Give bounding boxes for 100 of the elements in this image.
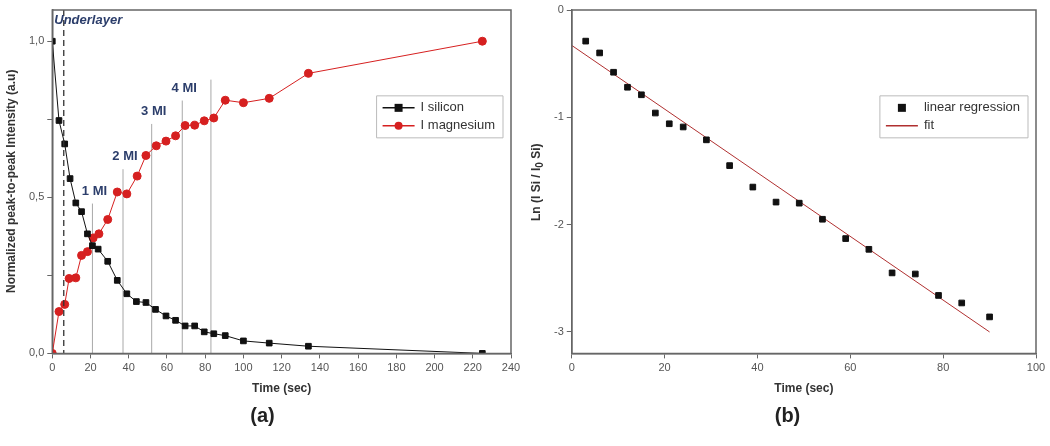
text: (a) xyxy=(249,404,276,427)
x-tick-label: 240 xyxy=(501,361,521,374)
point xyxy=(141,150,151,160)
point xyxy=(113,277,121,284)
point xyxy=(180,121,190,131)
point xyxy=(199,116,209,126)
point xyxy=(240,337,247,345)
point xyxy=(986,313,993,321)
y-axis-title: Normalized peak-to-peak Intensity (a.u) xyxy=(4,69,18,294)
point xyxy=(190,120,200,130)
y-tick-label: -1 xyxy=(554,110,564,123)
x-axis-title: Time (sec) xyxy=(252,381,312,396)
point xyxy=(94,245,102,253)
legend-label: I magnesium xyxy=(420,117,495,133)
point xyxy=(303,68,313,78)
point xyxy=(78,208,85,215)
point xyxy=(132,171,142,181)
point xyxy=(679,123,687,131)
x-tick-label: 40 xyxy=(751,361,764,374)
x-tick-label: 140 xyxy=(310,361,330,374)
series-label: 4 MI xyxy=(171,79,197,95)
point xyxy=(172,316,179,324)
x-tick-label: 0 xyxy=(568,361,575,374)
point xyxy=(610,68,617,76)
series-label: 2 MI xyxy=(112,148,138,164)
x-tick-label: 40 xyxy=(122,361,135,374)
x-tick-label: 100 xyxy=(1026,361,1046,374)
legend-label: linear regression xyxy=(923,99,1021,115)
y-tick-label: -2 xyxy=(554,217,564,230)
y-tick-label: 1,0 xyxy=(28,34,45,47)
point xyxy=(305,342,312,350)
point xyxy=(103,214,113,224)
point xyxy=(162,312,170,320)
point xyxy=(122,189,132,199)
x-tick-label: 220 xyxy=(463,361,482,374)
point xyxy=(795,199,803,207)
x-tick-label: 160 xyxy=(348,361,368,374)
x-tick-label: 20 xyxy=(84,361,97,374)
point xyxy=(624,83,631,91)
point xyxy=(842,235,849,242)
point xyxy=(66,175,74,182)
point xyxy=(181,322,189,330)
point xyxy=(89,242,96,250)
point xyxy=(477,36,487,46)
legend-label: fit xyxy=(923,117,935,133)
point xyxy=(54,307,64,317)
series-label: 1 MI xyxy=(81,182,108,198)
x-axis-title: Time (sec) xyxy=(774,381,834,396)
point xyxy=(819,215,826,223)
point xyxy=(265,339,273,347)
series-label: 3 MI xyxy=(141,103,167,119)
point xyxy=(749,183,757,191)
point xyxy=(703,136,710,144)
point xyxy=(652,109,659,117)
x-tick-label: 60 xyxy=(160,361,174,374)
point xyxy=(772,198,780,206)
x-tick-label: 200 xyxy=(425,361,444,374)
point xyxy=(55,117,63,124)
point xyxy=(209,113,219,123)
point xyxy=(665,120,673,128)
x-tick-label: 0 xyxy=(49,361,56,374)
point xyxy=(71,273,81,283)
point xyxy=(161,136,171,146)
y-tick-label: -3 xyxy=(554,324,564,337)
x-tick-label: 60 xyxy=(844,361,857,374)
text: (b) xyxy=(773,404,802,427)
legend-label: I silicon xyxy=(420,99,464,115)
point xyxy=(94,229,104,239)
point xyxy=(84,230,91,238)
point xyxy=(171,131,181,141)
point xyxy=(82,247,92,257)
point xyxy=(112,187,122,197)
point xyxy=(264,93,274,103)
point xyxy=(888,269,896,277)
x-tick-label: 80 xyxy=(199,361,212,374)
point xyxy=(200,328,208,336)
point xyxy=(104,257,112,265)
point xyxy=(220,95,230,105)
point xyxy=(133,298,140,305)
point xyxy=(238,98,248,108)
point xyxy=(152,306,159,313)
point xyxy=(582,37,590,45)
x-tick-label: 80 xyxy=(937,361,950,374)
y-tick-label: 0 xyxy=(557,3,564,16)
point xyxy=(726,162,733,169)
y-tick-label: 0,5 xyxy=(28,190,45,203)
point xyxy=(638,91,645,99)
point xyxy=(221,332,229,339)
ref-line-label: Underlayer xyxy=(54,12,124,28)
x-tick-label: 20 xyxy=(658,361,671,374)
point xyxy=(865,245,873,253)
point xyxy=(151,141,161,151)
point xyxy=(191,322,199,330)
point xyxy=(596,49,603,57)
point xyxy=(123,290,131,298)
point xyxy=(210,330,218,338)
point xyxy=(72,199,80,207)
x-tick-label: 100 xyxy=(234,361,253,374)
point xyxy=(142,299,150,306)
y-tick-label: 0,0 xyxy=(28,346,45,359)
